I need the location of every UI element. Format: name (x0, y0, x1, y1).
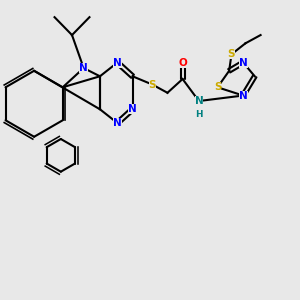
Text: N: N (239, 91, 248, 100)
Text: S: S (148, 80, 156, 89)
Text: N: N (128, 104, 137, 114)
Text: N: N (239, 58, 248, 68)
Text: S: S (214, 82, 221, 92)
Text: O: O (178, 58, 187, 68)
Text: N: N (194, 96, 203, 106)
Text: S: S (228, 49, 235, 59)
Text: N: N (113, 58, 122, 68)
Text: H: H (195, 110, 202, 119)
Text: N: N (113, 118, 122, 128)
Text: N: N (79, 63, 88, 73)
